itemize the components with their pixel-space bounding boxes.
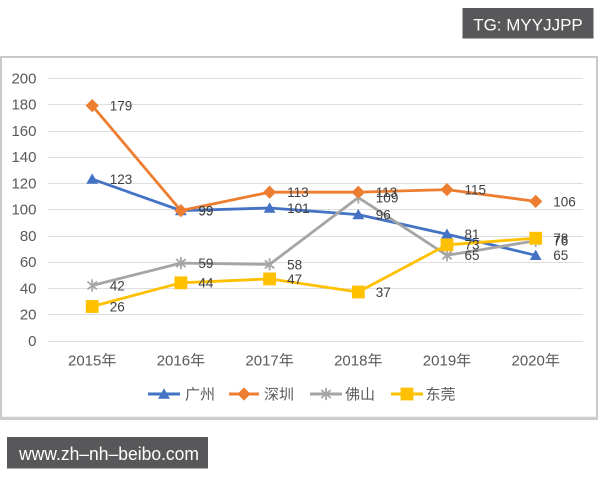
svg-text:20: 20 bbox=[20, 307, 37, 324]
svg-text:37: 37 bbox=[376, 285, 391, 300]
svg-text:200: 200 bbox=[11, 70, 36, 87]
svg-text:www.zh–nh–beibo.com: www.zh–nh–beibo.com bbox=[18, 443, 199, 464]
svg-text:123: 123 bbox=[110, 172, 133, 187]
svg-text:115: 115 bbox=[465, 183, 487, 198]
svg-text:113: 113 bbox=[287, 185, 309, 200]
svg-text:47: 47 bbox=[287, 272, 302, 287]
svg-text:44: 44 bbox=[198, 276, 214, 291]
svg-text:179: 179 bbox=[110, 99, 133, 114]
svg-text:65: 65 bbox=[465, 248, 480, 263]
svg-text:160: 160 bbox=[11, 123, 36, 140]
svg-text:140: 140 bbox=[11, 149, 36, 166]
svg-text:73: 73 bbox=[465, 238, 480, 253]
svg-text:113: 113 bbox=[376, 185, 398, 200]
svg-text:2018: 2018 bbox=[334, 353, 367, 370]
svg-text:80: 80 bbox=[20, 228, 37, 245]
svg-text:2015: 2015 bbox=[68, 353, 101, 370]
svg-text:106: 106 bbox=[553, 194, 576, 209]
svg-text:59: 59 bbox=[198, 256, 213, 271]
svg-text:TG: MYYJJPP: TG: MYYJJPP bbox=[473, 16, 583, 35]
svg-text:78: 78 bbox=[553, 231, 568, 246]
svg-text:2020: 2020 bbox=[512, 353, 545, 370]
svg-text:58: 58 bbox=[287, 257, 302, 272]
svg-text:100: 100 bbox=[11, 202, 36, 219]
svg-text:81: 81 bbox=[465, 227, 480, 242]
svg-text:60: 60 bbox=[20, 254, 37, 271]
svg-text:99: 99 bbox=[198, 204, 213, 219]
svg-text:101: 101 bbox=[287, 201, 310, 216]
svg-text:2017: 2017 bbox=[245, 353, 278, 370]
svg-text:65: 65 bbox=[553, 248, 568, 263]
svg-text:26: 26 bbox=[110, 299, 125, 314]
svg-text:109: 109 bbox=[376, 190, 399, 205]
svg-text:2016: 2016 bbox=[157, 353, 190, 370]
svg-text:99: 99 bbox=[198, 204, 213, 219]
svg-text:0: 0 bbox=[28, 333, 36, 350]
svg-text:40: 40 bbox=[20, 280, 37, 297]
svg-text:2019: 2019 bbox=[423, 353, 456, 370]
svg-text:42: 42 bbox=[110, 278, 125, 293]
svg-text:120: 120 bbox=[11, 175, 36, 192]
svg-text:96: 96 bbox=[376, 208, 391, 223]
svg-text:180: 180 bbox=[11, 97, 36, 114]
svg-text:76: 76 bbox=[553, 234, 568, 249]
